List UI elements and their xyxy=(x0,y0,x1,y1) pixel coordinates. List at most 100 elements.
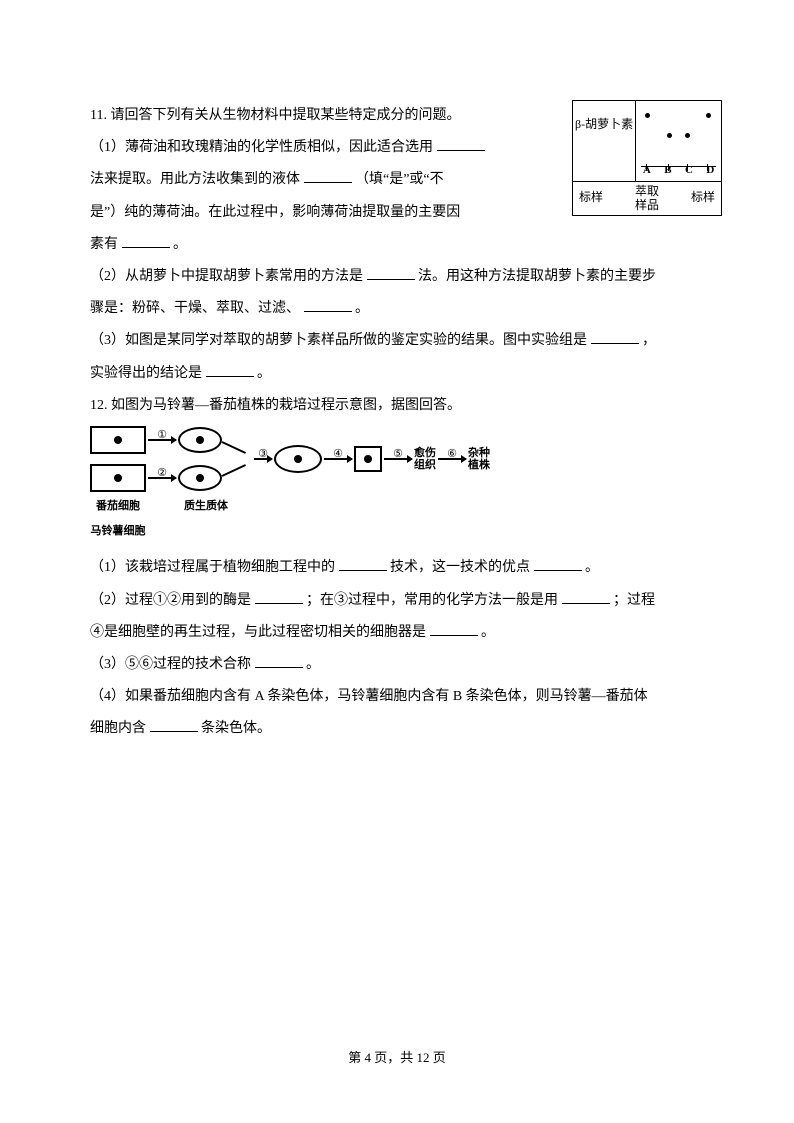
q11-p2d: 。 xyxy=(355,301,369,316)
q12-intro: 12. 如图为马铃薯—番茄植株的栽培过程示意图，据图回答。 xyxy=(90,390,704,422)
hybrid-line2: 植株 xyxy=(468,459,490,471)
q12-number: 12. xyxy=(90,398,108,413)
q11-p3d: 。 xyxy=(257,366,271,381)
arrow-num-1: ① xyxy=(157,423,167,448)
blank xyxy=(437,134,485,151)
q11-p2-line1: （2）从胡萝卜中提取胡萝卜素常用的方法是 法。用这种方法提取胡萝卜素的主要步 xyxy=(90,261,704,293)
blank xyxy=(122,231,170,248)
q11-p2-line2: 骤是：粉碎、干燥、萃取、过滤、 。 xyxy=(90,293,704,325)
flow-left-column: ① ② xyxy=(90,426,222,492)
q12-p2d: ④是细胞壁的再生过程，与此过程密切相关的细胞器是 xyxy=(90,625,426,640)
q11-intro: 11. 请回答下列有关从生物材料中提取某些特定成分的问题。 xyxy=(90,100,520,132)
q12-p1c: 。 xyxy=(585,560,599,575)
q11-p1c: （填“是”或“不 xyxy=(355,172,444,187)
callus-line1: 愈伤 xyxy=(414,447,436,459)
q11-p2c: 骤是：粉碎、干燥、萃取、过滤、 xyxy=(90,301,300,316)
q11-number: 11. xyxy=(90,108,107,123)
flow-row-bottom: ② xyxy=(90,464,222,492)
q11-p3-line2: 实验得出的结论是 。 xyxy=(90,358,704,390)
arrow-6: ⑥ xyxy=(438,458,466,460)
q11-p1-line4: 素有 。 xyxy=(90,229,704,261)
q11-p2b: 法。用这种方法提取胡萝卜素的主要步 xyxy=(418,269,656,284)
tlc-center-line2: 样品 xyxy=(609,198,685,212)
blank xyxy=(206,360,254,377)
tlc-dot xyxy=(685,133,690,138)
tlc-letters: A B C D xyxy=(636,158,721,183)
q12-p3b: 。 xyxy=(306,657,320,672)
tomato-cell-box xyxy=(90,426,146,454)
blank xyxy=(255,587,303,604)
blank xyxy=(562,587,610,604)
blank xyxy=(304,167,352,184)
tlc-dot xyxy=(645,113,650,118)
arrow-num-6: ⑥ xyxy=(447,442,457,467)
merge-lines xyxy=(222,427,252,491)
regenerated-cell xyxy=(354,446,382,472)
page-number: 第 4 页，共 12 页 xyxy=(348,1050,446,1065)
arrow-num-5: ⑤ xyxy=(393,442,403,467)
q11-p3a: （3）如图是某同学对萃取的胡萝卜素样品所做的鉴定实验的结果。图中实验组是 xyxy=(90,333,587,348)
q11-p1-line2: 法来提取。用此方法收集到的液体 （填“是”或“不 xyxy=(90,164,520,196)
tlc-dot xyxy=(667,133,672,138)
q11-p1f: 。 xyxy=(173,237,187,252)
blank xyxy=(339,555,387,572)
tlc-letter: B xyxy=(664,158,671,183)
arrow-1: ① xyxy=(148,439,176,441)
tlc-beta-label: β-胡萝卜素 xyxy=(573,101,633,139)
fused-protoplast xyxy=(274,445,322,473)
q12-p4-line1: （4）如果番茄细胞内含有 A 条染色体，马铃薯细胞内含有 B 条染色体，则马铃薯… xyxy=(90,681,704,713)
arrow-num-4: ④ xyxy=(333,442,343,467)
q11-p3b: ， xyxy=(642,333,656,348)
q12-p1: （1）该栽培过程属于植物细胞工程中的 技术，这一技术的优点 。 xyxy=(90,552,704,584)
hybrid-label: 杂种 植株 xyxy=(468,447,490,471)
tlc-label-center: 萃取 样品 xyxy=(609,182,685,215)
q12-p4a: （4）如果番茄细胞内含有 A 条染色体，马铃薯细胞内含有 B 条染色体，则马铃薯… xyxy=(90,689,648,704)
arrow-5: ⑤ xyxy=(384,458,412,460)
q12-p2-line2: ④是细胞壁的再生过程，与此过程密切相关的细胞器是 。 xyxy=(90,617,704,649)
potato-cell-box xyxy=(90,464,146,492)
cap-potato: 马铃薯细胞 xyxy=(90,519,146,544)
q11-p1d: 是”）纯的薄荷油。在此过程中，影响薄荷油提取量的主要因 xyxy=(90,205,460,220)
q12-p3a: （3）⑤⑥过程的技术合称 xyxy=(90,657,251,672)
q11-p1b: 法来提取。用此方法收集到的液体 xyxy=(90,172,300,187)
tlc-bottom-labels: 标样 萃取 样品 标样 xyxy=(573,181,721,215)
cap-protoplast: 质生质体 xyxy=(178,494,234,519)
q12-p4-line2: 细胞内含 条染色体。 xyxy=(90,713,704,745)
callus-line2: 组织 xyxy=(414,459,436,471)
q12-p2c: ；过程 xyxy=(613,593,655,608)
tlc-label-right: 标样 xyxy=(685,182,721,215)
arrow-num-2: ② xyxy=(157,461,167,486)
q12-p2a: （2）过程①②用到的酶是 xyxy=(90,593,251,608)
q12-p2b: ；在③过程中，常用的化学方法一般是用 xyxy=(306,593,558,608)
blank xyxy=(304,295,352,312)
q11-p1-line1: （1）薄荷油和玫瑰精油的化学性质相似，因此适合选用 xyxy=(90,132,520,164)
q11-p3-line1: （3）如图是某同学对萃取的胡萝卜素样品所做的鉴定实验的结果。图中实验组是 ， xyxy=(90,325,704,357)
tlc-top: β-胡萝卜素 A B C D xyxy=(573,101,721,181)
arrow-num-3: ③ xyxy=(258,442,268,467)
q11-p2a: （2）从胡萝卜中提取胡萝卜素常用的方法是 xyxy=(90,269,363,284)
flow-figure: ① ② ③ ④ ⑤ 愈伤 组织 ⑥ xyxy=(90,426,530,545)
callus-label: 愈伤 组织 xyxy=(414,447,436,471)
blank xyxy=(534,555,582,572)
blank xyxy=(150,716,198,733)
page-footer: 第 4 页，共 12 页 xyxy=(0,1043,794,1073)
protoplast-top xyxy=(178,427,222,453)
blank xyxy=(591,328,639,345)
q12-p3: （3）⑤⑥过程的技术合称 。 xyxy=(90,649,704,681)
q11-intro-text: 请回答下列有关从生物材料中提取某些特定成分的问题。 xyxy=(110,108,460,123)
tlc-center-line1: 萃取 xyxy=(609,184,685,198)
blank xyxy=(430,619,478,636)
q11-p3c: 实验得出的结论是 xyxy=(90,366,202,381)
tlc-letter: D xyxy=(706,158,714,183)
arrow-4: ④ xyxy=(324,458,352,460)
q12-p4b: 细胞内含 xyxy=(90,721,146,736)
cap-tomato: 番茄细胞 xyxy=(90,494,146,519)
q12-p4c: 条染色体。 xyxy=(201,721,271,736)
q11-p1a: （1）薄荷油和玫瑰精油的化学性质相似，因此适合选用 xyxy=(90,140,433,155)
protoplast-bottom xyxy=(178,465,222,491)
blank xyxy=(255,651,303,668)
tlc-letter: A xyxy=(643,158,651,183)
q12-p2e: 。 xyxy=(481,625,495,640)
blank xyxy=(367,263,415,280)
q11-p1-line3: 是”）纯的薄荷油。在此过程中，影响薄荷油提取量的主要因 xyxy=(90,197,520,229)
